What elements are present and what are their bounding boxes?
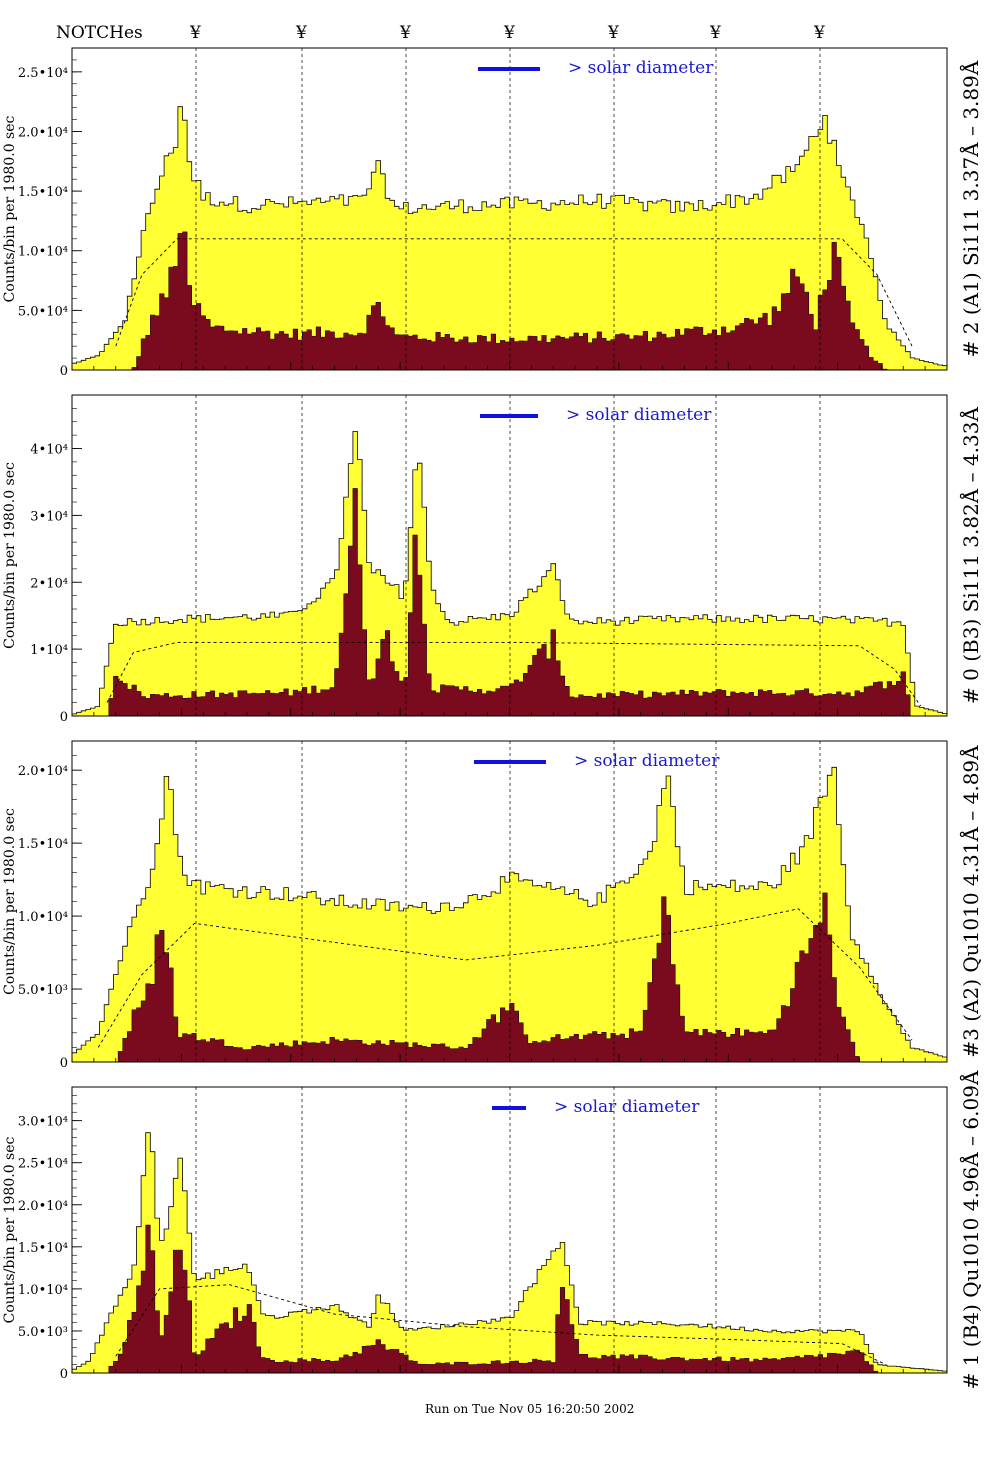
channel-label: # 1 (B4) Qu1010 4.96Å – 6.09Å [958, 1070, 983, 1389]
chart-panels: 05.0•10⁴1.0•10⁴1.5•10⁴2.0•10⁴2.5•10⁴Coun… [2, 47, 983, 1389]
legend-swatch [474, 760, 546, 764]
chart-panel-3: 0 5.0•10³ 1.0•10⁴ 1.5•10⁴ 2.0•10⁴ Counts/bin … [2, 740, 983, 1071]
model-curve [106, 641, 922, 707]
y-tick-label: 1.5•10⁴ [18, 837, 68, 852]
chart-panel-2: 0 1•10⁴ 2•10⁴ 3•10⁴ 4•10⁴ Counts/bin per 1980… [2, 394, 983, 725]
model-curve [115, 238, 913, 347]
y-tick-label: 1.5•10⁴ [18, 185, 68, 200]
y-tick-label: 2.0•10⁴ [18, 1199, 68, 1214]
component-counts-histogram [72, 231, 947, 371]
y-axis-label: Counts/bin per 1980.0 sec [2, 808, 18, 995]
y-tick-label: 5.0•10³ [18, 983, 68, 998]
y-tick-label: 1.0•10⁴ [18, 245, 68, 260]
notch-markers: ¥ ¥ ¥ ¥ ¥ ¥ ¥ [189, 23, 825, 43]
notch-symbol-3: ¥ [399, 23, 411, 43]
y-tick-label: 3•10⁴ [30, 509, 68, 524]
y-tick-label: 1.0•10⁴ [18, 1283, 68, 1298]
y-tick-label: 1.0•10⁴ [18, 910, 68, 925]
notch-symbol-2: ¥ [295, 23, 307, 43]
chart-panel-4: 0 5.0•10³ 1.0•10⁴ 1.5•10⁴ 2.0•10⁴ 2.5•10⁴ 3.0•… [2, 1070, 983, 1389]
legend-swatch [492, 1106, 526, 1110]
notches-label: NOTCHes [56, 23, 143, 43]
y-tick-label: 2.0•10⁴ [18, 125, 68, 140]
component-counts-histogram [72, 1224, 947, 1374]
legend-swatch [480, 414, 538, 418]
y-tick-label: 2.0•10⁴ [18, 764, 68, 779]
run-timestamp: Run on Tue Nov 05 16:20:50 2002 [425, 1402, 634, 1416]
y-tick-label: 1•10⁴ [30, 643, 68, 658]
total-counts-histogram [71, 431, 948, 717]
y-tick-label: 0 [60, 364, 68, 379]
total-counts-histogram [71, 766, 948, 1063]
y-tick-label: 5.0•10⁴ [18, 304, 68, 319]
legend-label: > solar diameter [566, 405, 712, 425]
y-axis-label: Counts/bin per 1980.0 sec [2, 1136, 18, 1323]
legend-label: > solar diameter [574, 751, 720, 771]
channel-label: # 0 (B3) Si111 3.82Å – 4.33Å [958, 407, 983, 704]
total-counts-histogram [71, 1132, 948, 1374]
notch-symbol-7: ¥ [813, 23, 825, 43]
model-curve [97, 908, 913, 1048]
channel-label: #3 (A2) Qu1010 4.31Å – 4.89Å [958, 745, 983, 1058]
component-counts-histogram [72, 892, 947, 1063]
y-tick-label: 5.0•10³ [18, 1325, 68, 1340]
y-tick-label: 3.0•10⁴ [18, 1115, 68, 1130]
legend-swatch [478, 67, 540, 71]
component-counts-histogram [72, 488, 947, 717]
y-axis-label: Counts/bin per 1980.0 sec [2, 115, 18, 302]
channel-label: # 2 (A1) Si111 3.37Å – 3.89Å [958, 60, 983, 357]
y-tick-label: 2.5•10⁴ [18, 66, 68, 81]
y-tick-label: 0 [60, 1367, 68, 1382]
y-tick-label: 1.5•10⁴ [18, 1241, 68, 1256]
y-tick-label: 2.5•10⁴ [18, 1157, 68, 1172]
notch-symbol-4: ¥ [503, 23, 515, 43]
y-tick-label: 4•10⁴ [30, 443, 68, 458]
model-curve [115, 1284, 886, 1366]
chart-panel-1: 0 5.0•10⁴ 1.0•10⁴ 1.5•10⁴ 2.0•10⁴ 2.5•10⁴ Coun… [2, 47, 983, 379]
notch-symbol-5: ¥ [607, 23, 619, 43]
y-tick-label: 0 [60, 710, 68, 725]
y-tick-label: 0 [60, 1056, 68, 1071]
legend-label: > solar diameter [568, 58, 714, 78]
notch-symbol-6: ¥ [709, 23, 721, 43]
y-tick-label: 2•10⁴ [30, 576, 68, 591]
legend-label: > solar diameter [554, 1097, 700, 1117]
notch-symbol-1: ¥ [189, 23, 201, 43]
y-axis-label: Counts/bin per 1980.0 sec [2, 462, 18, 649]
